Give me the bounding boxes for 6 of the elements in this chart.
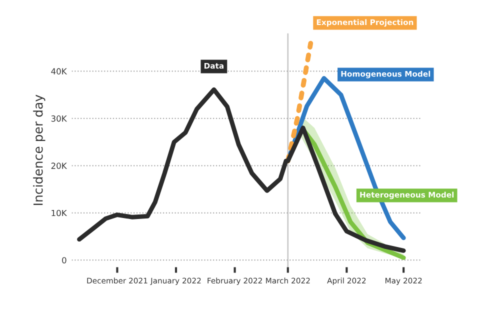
y-tick-label: 40K	[51, 68, 68, 74]
y-tick-label: 30K	[51, 115, 68, 122]
y-tick-label: 10K	[52, 210, 68, 216]
y-tick-label: 20K	[51, 162, 68, 169]
y-axis-title: Incidence per day	[33, 94, 46, 205]
y-tick-label: 0	[62, 257, 66, 264]
